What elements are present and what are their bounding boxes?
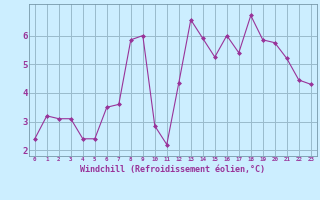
X-axis label: Windchill (Refroidissement éolien,°C): Windchill (Refroidissement éolien,°C) bbox=[80, 165, 265, 174]
